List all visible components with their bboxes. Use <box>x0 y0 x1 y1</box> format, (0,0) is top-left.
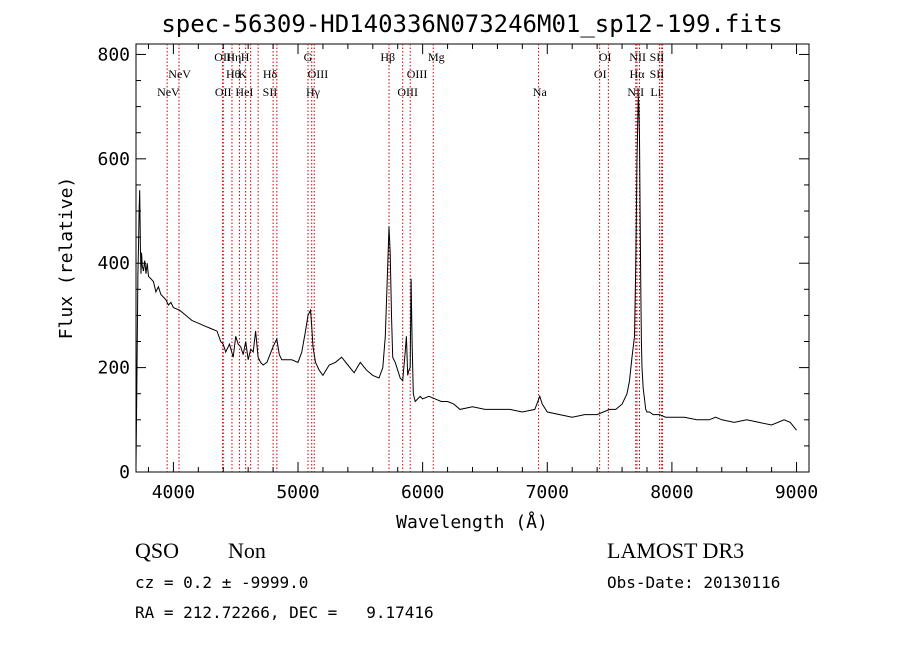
line-label: SII <box>263 85 278 99</box>
x-tick-label: 4000 <box>152 482 195 503</box>
obs-date-text: Obs-Date: 20130116 <box>607 573 781 592</box>
line-label: OII <box>215 85 232 99</box>
y-tick-label: 600 <box>97 149 130 170</box>
line-markers <box>166 44 664 472</box>
line-label: Hη <box>226 50 241 64</box>
spectrum-line <box>135 96 797 467</box>
line-label: OIII <box>397 85 418 99</box>
x-tick-label: 7000 <box>526 482 569 503</box>
line-label: H <box>241 50 250 64</box>
line-label: K <box>238 67 247 81</box>
line-label: Mg <box>428 50 445 64</box>
x-tick-label: 6000 <box>401 482 444 503</box>
line-label: Li <box>650 85 661 99</box>
x-tick-label: 5000 <box>276 482 319 503</box>
subclass-label: Non <box>228 538 266 563</box>
plot-frame <box>135 43 810 473</box>
line-label: OII <box>214 50 231 64</box>
line-label: Hβ <box>380 50 395 64</box>
y-tick-label: 200 <box>97 358 130 379</box>
line-label: Hα <box>630 67 646 81</box>
x-tick-label: 8000 <box>650 482 693 503</box>
chart-title: spec-56309-HD140336N073246M01_sp12-199.f… <box>161 10 782 38</box>
survey-label: LAMOST DR3 <box>607 538 745 563</box>
x-axis-label: Wavelength (Å) <box>396 511 548 533</box>
line-label: G <box>304 50 313 64</box>
line-label: OI <box>599 50 612 64</box>
y-tick-label: 0 <box>119 462 130 483</box>
x-tick-label: 9000 <box>775 482 818 503</box>
line-label: OIII <box>308 67 329 81</box>
line-label: NII <box>629 50 646 64</box>
y-axis-label: Flux (relative) <box>56 177 77 340</box>
y-tick-label: 800 <box>97 44 130 65</box>
coordinates-text: RA = 212.72266, DEC = 9.17416 <box>135 603 434 622</box>
line-label: Hγ <box>306 85 321 99</box>
redshift-text: cz = 0.2 ± -9999.0 <box>135 573 309 592</box>
y-axis: 0 200 400 600 800 <box>97 44 809 483</box>
line-label: SII <box>650 50 665 64</box>
line-label: NeV <box>168 67 191 81</box>
line-label: NII <box>627 85 644 99</box>
line-label: NeV <box>157 85 180 99</box>
line-label: HeI <box>235 85 253 99</box>
line-label: Na <box>533 85 548 99</box>
line-label: Hθ <box>226 67 241 81</box>
line-label: OI <box>594 67 607 81</box>
line-label: OIII <box>407 67 428 81</box>
line-label: SII <box>650 67 665 81</box>
line-label: Hδ <box>263 67 278 81</box>
y-tick-label: 400 <box>97 253 130 274</box>
class-label: QSO <box>135 538 180 563</box>
x-axis: 4000 5000 6000 7000 8000 9000 <box>147 44 818 503</box>
